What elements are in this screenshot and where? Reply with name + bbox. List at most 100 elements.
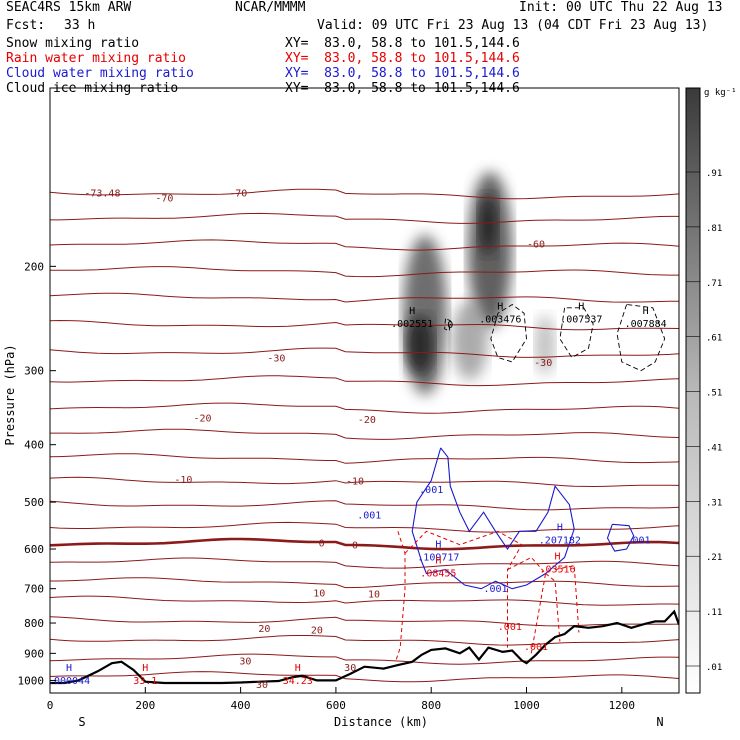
- terrain-line: [50, 609, 679, 685]
- colorbar-tick-label: .61: [706, 334, 722, 344]
- contour-value-label: 0: [447, 320, 453, 331]
- rain-water-contour: [395, 531, 406, 662]
- x-axis-right-end: N: [656, 715, 663, 729]
- contour-value-label: .001: [357, 511, 381, 522]
- isotherm-label: -60: [527, 239, 545, 250]
- cloud-ice-contours: [444, 303, 666, 372]
- x-tick-label: 0: [47, 699, 54, 712]
- rain-water-contours: [395, 530, 580, 662]
- isotherm-label: 20: [311, 625, 323, 636]
- isotherm-line: [50, 402, 679, 414]
- terrain-profile: [50, 609, 679, 685]
- x-tick-label: 400: [231, 699, 251, 712]
- isotherm-line: [50, 595, 679, 606]
- x-axis-label: Distance (km): [334, 715, 428, 729]
- max-value-label: .000044: [48, 676, 90, 687]
- max-marker: H: [295, 663, 301, 674]
- contour-value-label: .001: [483, 584, 507, 595]
- cloud-ice-contour: [444, 318, 451, 332]
- max-marker: H: [497, 302, 503, 313]
- temperature-contours: [50, 188, 679, 683]
- isotherm-line: [50, 453, 679, 464]
- max-value-label: .207182: [539, 535, 581, 546]
- cloud-ice-contour: [490, 303, 527, 363]
- max-marker: H: [578, 302, 584, 313]
- forecast-hour: 33 h: [64, 18, 96, 33]
- isotherm-label: 0: [352, 541, 358, 552]
- isotherm-line: [50, 266, 679, 278]
- isotherm-line: [50, 635, 679, 646]
- y-tick-label: 200: [24, 260, 44, 273]
- isotherm-line: [50, 319, 679, 331]
- plot-frame: [49, 87, 680, 694]
- cloud-water-contour: [411, 447, 575, 590]
- colorbar-tick-label: .91: [706, 169, 722, 179]
- contour-value-label: .001: [498, 622, 522, 633]
- isotherm-label: 30: [239, 656, 251, 667]
- isotherm-line: [50, 577, 679, 589]
- max-value-label: .007884: [625, 319, 667, 330]
- isotherm-line: [50, 428, 679, 440]
- field-xy-rain: XY= 83.0, 58.8 to 101.5,144.6: [285, 51, 520, 66]
- max-marker: H: [643, 306, 649, 317]
- y-tick-label: 900: [24, 647, 44, 660]
- max-marker: H: [409, 306, 415, 317]
- max-value-label: .002551: [391, 319, 433, 330]
- max-marker: H: [554, 552, 560, 563]
- colorbar-tick-label: .41: [706, 443, 722, 453]
- colorbar-ticks: .91 .81 .71 .61 .51 .41 .31 .21 .11 .01: [686, 169, 722, 673]
- max-marker: H: [66, 663, 72, 674]
- y-tick-label: 1000: [18, 674, 45, 687]
- max-marker: H: [557, 522, 563, 533]
- model-title: SEAC4RS 15km ARW: [6, 0, 132, 15]
- contour-value-label: .001: [626, 535, 650, 546]
- max-value-label: .003476: [479, 315, 521, 326]
- isotherm-line: [50, 671, 679, 683]
- isotherm-label: 20: [258, 624, 270, 635]
- field-name-rain: Rain water mixing ratio: [6, 51, 187, 66]
- colorbar-tick-label: .81: [706, 224, 722, 234]
- x-tick-label: 800: [421, 699, 441, 712]
- y-tick-label: 300: [24, 365, 44, 378]
- y-tick-label: 800: [24, 617, 44, 630]
- cloud-ice-contour: [616, 304, 666, 372]
- x-tick-label: 1000: [513, 699, 540, 712]
- x-tick-label: 200: [135, 699, 155, 712]
- isotherm-line: [50, 500, 679, 511]
- temperature-labels: -73.48 -70 -70 -60 -30 -30 -20 -20 -10 -10 0 0 10 10 2…: [84, 188, 552, 690]
- contour-value-label: .001: [524, 642, 548, 653]
- isotherm-label: 30: [344, 663, 356, 674]
- field-xy-cloud-water: XY= 83.0, 58.8 to 101.5,144.6: [285, 66, 520, 81]
- isotherm-line: [50, 292, 679, 303]
- rain-water-contour: [507, 556, 547, 654]
- isotherm-line: [50, 347, 679, 358]
- isotherm-label: -70: [155, 193, 173, 204]
- colorbar: [685, 87, 701, 694]
- isotherm-label: 0: [319, 538, 325, 549]
- isotherm-label: 10: [368, 589, 380, 600]
- x-axis: 0 200 400 600 800 1000 1200: [47, 687, 635, 712]
- colorbar-tick-label: .01: [706, 663, 722, 673]
- zero-isotherm: [50, 537, 679, 551]
- isotherm-label: 30: [256, 680, 268, 691]
- isotherm-label: 10: [313, 588, 325, 599]
- y-tick-label: 600: [24, 543, 44, 556]
- isotherm-line: [50, 557, 679, 569]
- isotherm-label: -20: [193, 414, 211, 425]
- colorbar-tick-label: .31: [706, 498, 722, 508]
- isotherm-line: [50, 616, 679, 627]
- max-marker: H: [435, 555, 441, 566]
- max-value-label: 33.1: [133, 676, 157, 687]
- colorbar-unit: g kg⁻¹: [704, 88, 737, 98]
- y-axis: 200 300 400 500 600 700 800 900 1000: [18, 260, 56, 687]
- field-xy-snow: XY= 83.0, 58.8 to 101.5,144.6: [285, 36, 520, 51]
- max-marker: H: [142, 663, 148, 674]
- rain-water-contour: [545, 573, 561, 642]
- isotherm-line: [50, 375, 679, 387]
- y-tick-label: 700: [24, 583, 44, 596]
- isotherm-label: -20: [358, 415, 376, 426]
- isotherm-label: -30: [534, 358, 552, 369]
- colorbar-tick-label: .51: [706, 389, 722, 399]
- max-value-label: .109717: [417, 553, 459, 564]
